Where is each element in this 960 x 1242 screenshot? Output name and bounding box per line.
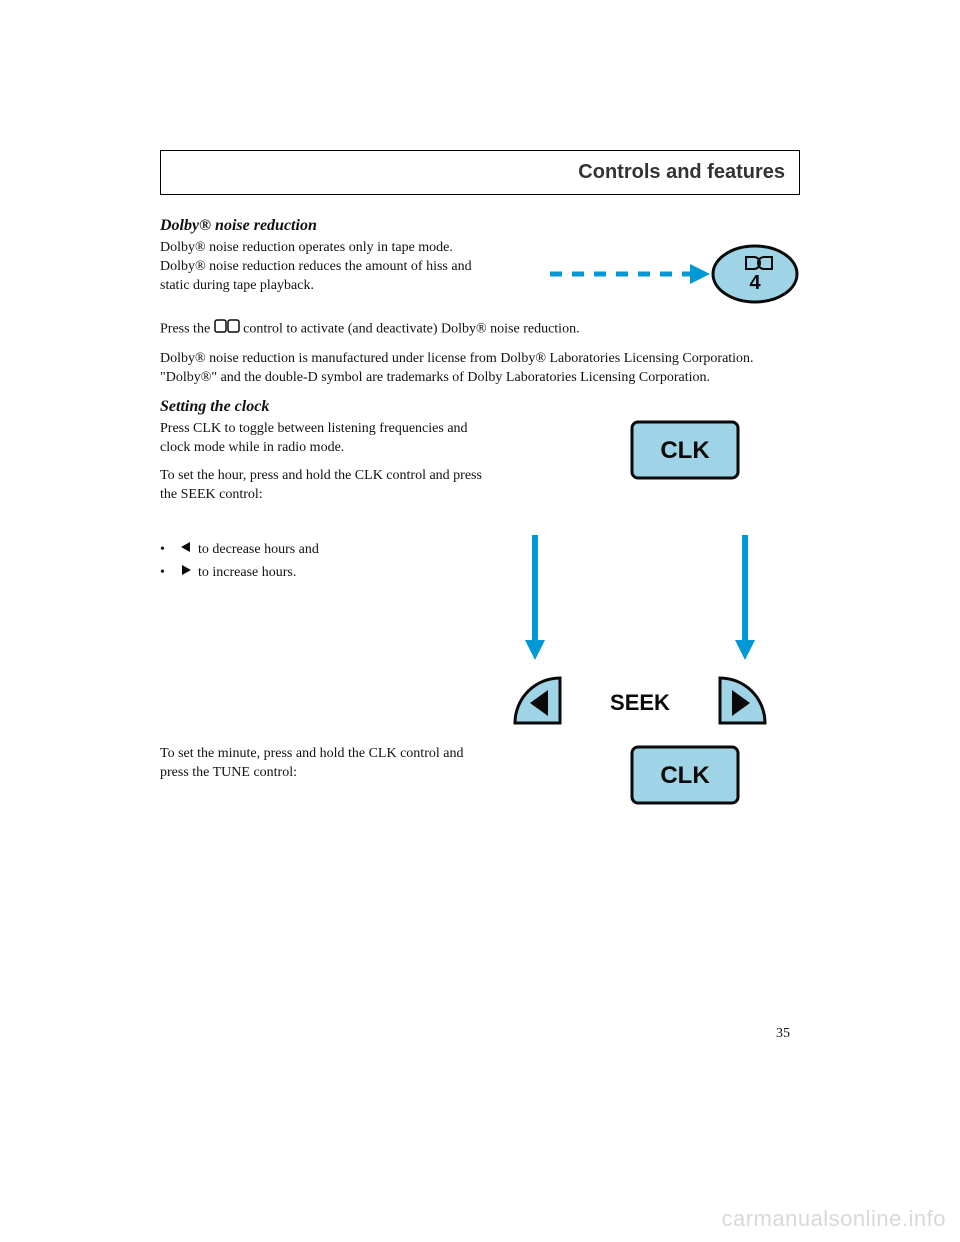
seek-label: SEEK bbox=[610, 690, 670, 715]
clk-button-label-1: CLK bbox=[660, 437, 710, 464]
bullet-dot: • bbox=[160, 539, 180, 561]
seek-figure: SEEK bbox=[480, 525, 800, 735]
bullet-2: • to increase hours. bbox=[160, 562, 460, 584]
clock-row-2: To set the minute, press and hold the CL… bbox=[160, 745, 800, 805]
dolby-figure-col: 4 bbox=[540, 239, 800, 309]
seek-right-arrow-head bbox=[735, 640, 755, 660]
watermark: carmanualsonline.info bbox=[721, 1206, 946, 1232]
section-title-clock: Setting the clock bbox=[160, 398, 800, 416]
seek-row: • to decrease hours and • to increase ho… bbox=[160, 525, 800, 735]
clock-row-1: Press CLK to toggle between listening fr… bbox=[160, 420, 800, 516]
right-tri-inline-icon bbox=[180, 562, 198, 584]
dolby-text-col: Dolby® noise reduction operates only in … bbox=[160, 239, 540, 306]
dolby-button-figure: 4 bbox=[540, 239, 800, 309]
dolby-arrow-head bbox=[690, 264, 710, 284]
bullet-1: • to decrease hours and bbox=[160, 539, 460, 561]
clock-p3-col: To set the minute, press and hold the CL… bbox=[160, 745, 630, 793]
dolby-p3: Dolby® noise reduction is manufactured u… bbox=[160, 350, 800, 388]
bullet-list: • to decrease hours and • to increase ho… bbox=[160, 539, 460, 584]
clk-button-label-2: CLK bbox=[660, 762, 710, 789]
page-header-title: Controls and features bbox=[578, 161, 785, 183]
clk-figure-1: CLK bbox=[630, 420, 800, 480]
clk-button-2: CLK bbox=[630, 745, 740, 805]
clock-p2: To set the hour, press and hold the CLK … bbox=[160, 467, 490, 505]
clock-p1: Press CLK to toggle between listening fr… bbox=[160, 420, 490, 458]
dolby-p2: Press the control to activate (and deact… bbox=[160, 319, 800, 340]
seek-text-col: • to decrease hours and • to increase ho… bbox=[160, 525, 480, 592]
dolby-row: Dolby® noise reduction operates only in … bbox=[160, 239, 800, 309]
bullet-1-text: to decrease hours and bbox=[198, 539, 319, 561]
dolby-inline-icon bbox=[214, 319, 240, 340]
left-tri-inline-icon bbox=[180, 539, 198, 561]
page: Controls and features Dolby® noise reduc… bbox=[0, 0, 960, 1242]
clock-p3: To set the minute, press and hold the CL… bbox=[160, 745, 490, 783]
clock-text-col: Press CLK to toggle between listening fr… bbox=[160, 420, 630, 516]
bullet-dot: • bbox=[160, 562, 180, 584]
bullet-2-text: to increase hours. bbox=[198, 562, 296, 584]
page-number: 35 bbox=[776, 1026, 790, 1042]
section-title-dolby: Dolby® noise reduction bbox=[160, 217, 800, 235]
clk-figure-2: CLK bbox=[630, 745, 800, 805]
clk-button-1: CLK bbox=[630, 420, 740, 480]
seek-left-arrow-head bbox=[525, 640, 545, 660]
dolby-p2b: control to activate (and deactivate) Dol… bbox=[243, 322, 579, 337]
dolby-button-number: 4 bbox=[749, 272, 761, 294]
dolby-p1: Dolby® noise reduction operates only in … bbox=[160, 239, 490, 296]
page-header: Controls and features bbox=[160, 150, 800, 195]
dolby-p2a: Press the bbox=[160, 322, 214, 337]
